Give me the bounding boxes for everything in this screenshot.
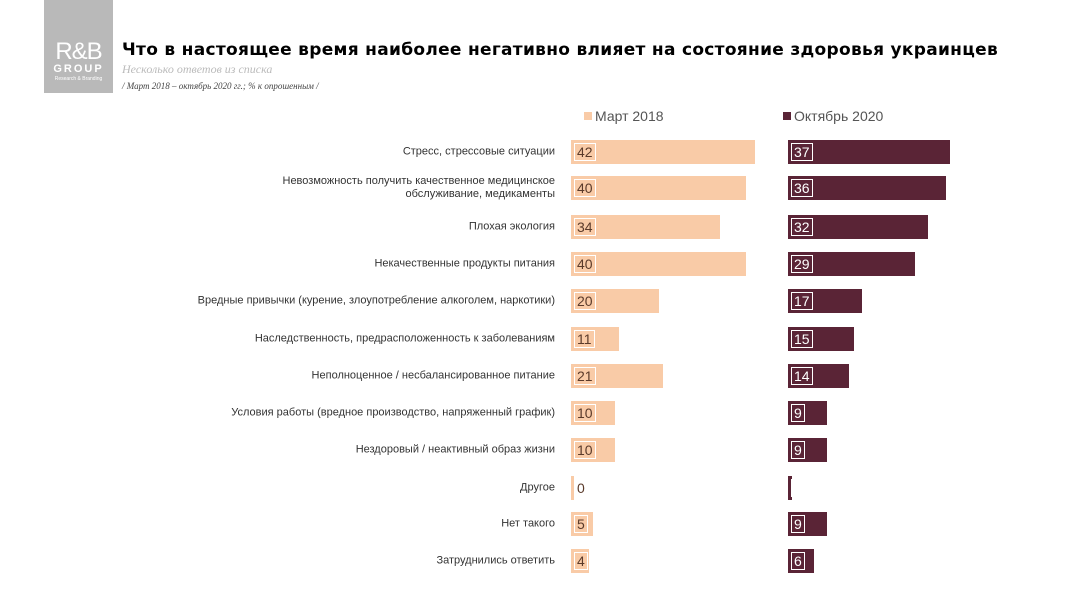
data-label: 9	[791, 404, 805, 422]
bar-1: 1	[788, 476, 805, 500]
bar-0: 10	[571, 438, 615, 462]
category-label: Нездоровый / неактивный образ жизни	[355, 443, 555, 456]
bar-0: 42	[571, 140, 755, 164]
chart-subtitle: Несколько ответов из списка	[122, 62, 273, 76]
bar-0: 0	[571, 476, 588, 500]
data-label: 36	[791, 179, 813, 197]
data-label: 10	[574, 441, 596, 459]
bar-1: 6	[788, 549, 815, 573]
bar-1: 32	[788, 215, 929, 239]
logo-group: GROUP	[53, 63, 104, 75]
legend-label: Октябрь 2020	[794, 108, 884, 124]
data-label: 40	[574, 255, 596, 273]
category-label: Вредные привычки (курение, злоупотреблен…	[197, 294, 555, 307]
data-label: 5	[574, 515, 588, 533]
data-label: 9	[791, 441, 805, 459]
data-label: 11	[574, 330, 595, 348]
bar-0: 11	[571, 327, 620, 351]
data-label: 40	[574, 179, 596, 197]
data-label: 1	[791, 479, 805, 497]
bar-0: 40	[571, 252, 747, 276]
data-label: 42	[574, 143, 596, 161]
legend-swatch	[584, 112, 592, 120]
category-label: Затруднились ответить	[436, 554, 555, 567]
category-label: Другое	[520, 481, 555, 494]
logo: R&B GROUP Research & Branding	[44, 0, 113, 93]
chart-title: Что в настоящее время наиболее негативно…	[122, 40, 999, 60]
bar-1: 15	[788, 327, 854, 351]
data-label: 32	[791, 218, 813, 236]
data-label: 34	[574, 218, 596, 236]
category-label: Неполноценное / несбалансированное питан…	[311, 369, 555, 382]
category-label: Невозможность получить качественное меди…	[282, 175, 556, 200]
bar-1: 9	[788, 401, 828, 425]
legend-label: Март 2018	[595, 108, 664, 124]
bar-0: 21	[571, 364, 663, 388]
data-label: 17	[791, 292, 813, 310]
legend-item-0: Март 2018	[584, 108, 664, 124]
data-label: 4	[574, 552, 588, 570]
bar-0: 40	[571, 176, 747, 200]
category-label: Условия работы (вредное производство, на…	[231, 406, 555, 419]
data-label: 20	[574, 292, 596, 310]
legend-swatch	[783, 112, 791, 120]
bar-0: 20	[571, 289, 659, 313]
category-label: Плохая экология	[468, 220, 555, 233]
chart-period: / Март 2018 – октябрь 2020 гг.; % к опро…	[122, 81, 319, 91]
data-label: 0	[574, 479, 588, 497]
category-label: Некачественные продукты питания	[374, 257, 555, 270]
logo-text: R&B	[55, 38, 102, 65]
data-label: 37	[791, 143, 813, 161]
bar-0: 4	[571, 549, 589, 573]
data-label: 29	[791, 255, 813, 273]
logo-tagline: Research & Branding	[54, 76, 103, 82]
bar-0: 34	[571, 215, 720, 239]
data-label: 15	[791, 330, 813, 348]
category-label: Стресс, стрессовые ситуации	[402, 145, 555, 158]
data-label: 9	[791, 515, 805, 533]
bar-1: 9	[788, 438, 828, 462]
data-label: 21	[574, 367, 596, 385]
data-label: 14	[791, 367, 813, 385]
bar-1: 29	[788, 252, 916, 276]
legend-item-1: Октябрь 2020	[783, 108, 883, 124]
bar-0: 5	[571, 512, 593, 536]
data-label: 10	[574, 404, 596, 422]
bar-0: 10	[571, 401, 615, 425]
bar-1: 14	[788, 364, 850, 388]
category-label: Нет такого	[501, 517, 555, 530]
bar-1: 17	[788, 289, 863, 313]
bar-1: 9	[788, 512, 828, 536]
bar-1: 37	[788, 140, 951, 164]
bar-1: 36	[788, 176, 946, 200]
category-label: Наследственность, предрасположенность к …	[254, 332, 555, 345]
data-label: 6	[791, 552, 805, 570]
